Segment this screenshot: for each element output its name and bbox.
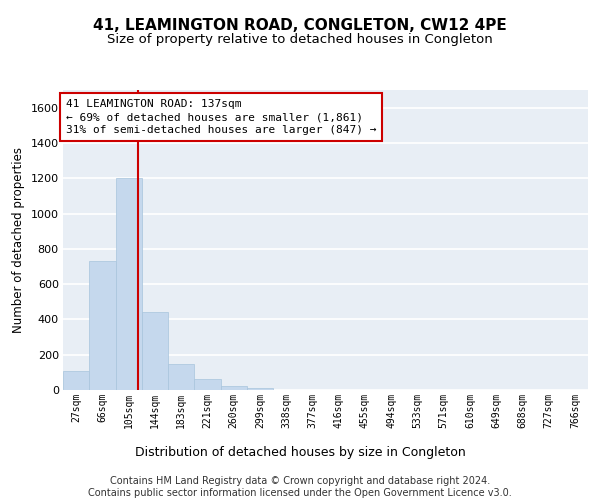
Bar [168,364,194,390]
Text: 41, LEAMINGTON ROAD, CONGLETON, CW12 4PE: 41, LEAMINGTON ROAD, CONGLETON, CW12 4PE [93,18,507,32]
Bar [221,386,247,390]
Bar [247,388,273,390]
Bar [115,178,142,390]
Y-axis label: Number of detached properties: Number of detached properties [12,147,25,333]
Text: Contains public sector information licensed under the Open Government Licence v3: Contains public sector information licen… [88,488,512,498]
Text: Contains HM Land Registry data © Crown copyright and database right 2024.: Contains HM Land Registry data © Crown c… [110,476,490,486]
Bar [89,261,115,390]
Text: Size of property relative to detached houses in Congleton: Size of property relative to detached ho… [107,32,493,46]
Bar [63,372,89,390]
Bar [194,380,221,390]
Text: 41 LEAMINGTON ROAD: 137sqm
← 69% of detached houses are smaller (1,861)
31% of s: 41 LEAMINGTON ROAD: 137sqm ← 69% of deta… [65,99,376,136]
Bar [142,312,168,390]
Text: Distribution of detached houses by size in Congleton: Distribution of detached houses by size … [134,446,466,459]
